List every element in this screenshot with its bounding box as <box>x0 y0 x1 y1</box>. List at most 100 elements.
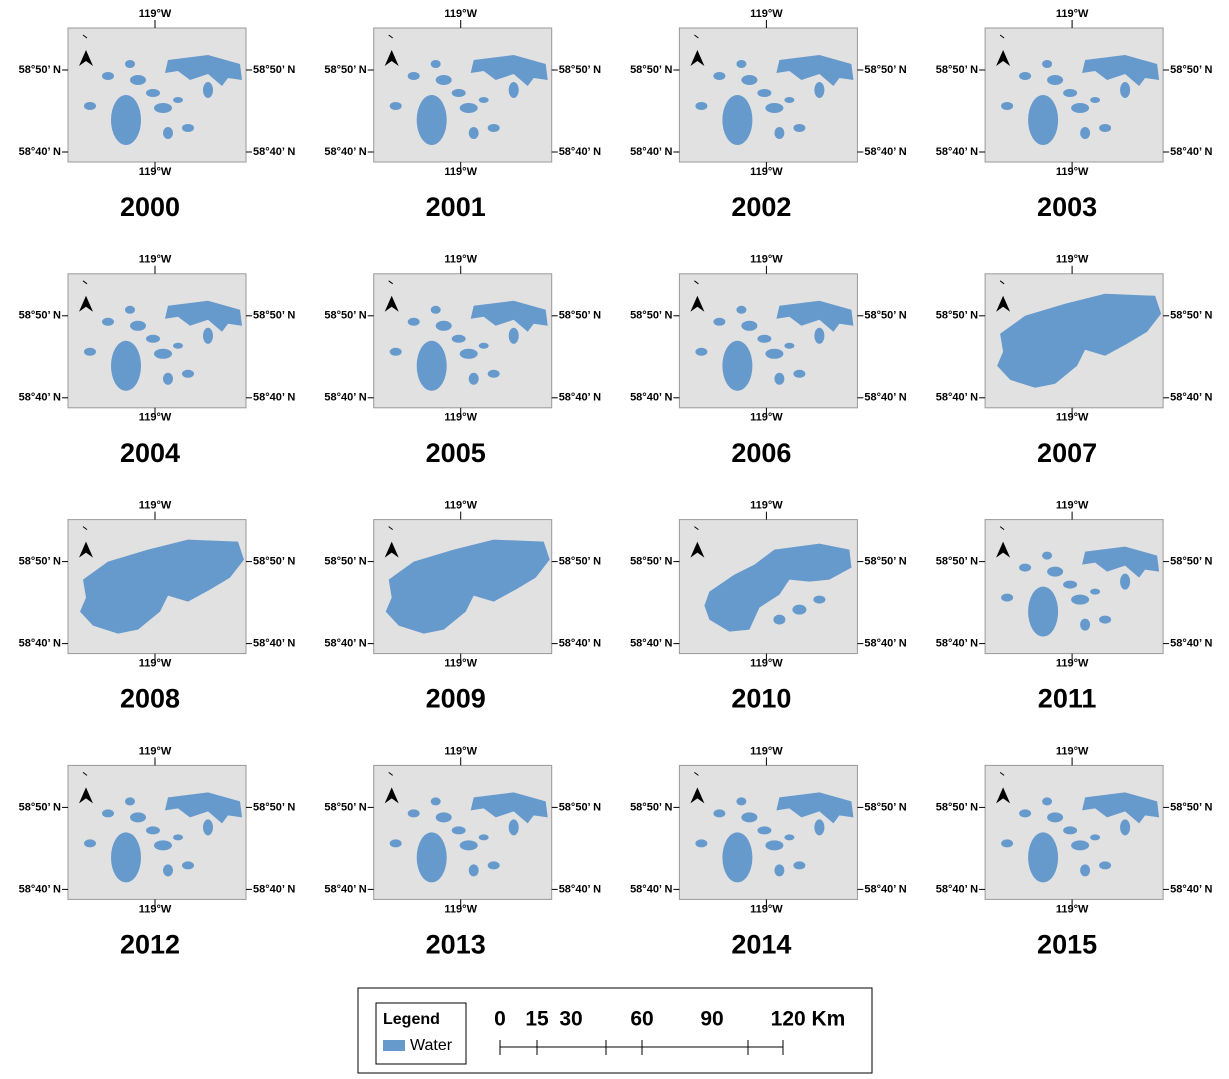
water <box>757 826 771 834</box>
water <box>741 812 757 822</box>
water <box>784 343 794 349</box>
latitude-label: 58°40’ N <box>936 392 978 404</box>
water <box>182 861 194 869</box>
latitude-label: 58°40’ N <box>1170 146 1212 158</box>
scale-label: 0 <box>494 1008 506 1031</box>
water <box>784 834 794 840</box>
latitude-label: 58°50’ N <box>253 556 295 568</box>
map-panel <box>374 520 552 654</box>
water <box>436 75 452 85</box>
water <box>1042 797 1052 805</box>
water <box>479 97 489 103</box>
water <box>390 102 402 110</box>
longitude-label: 119°W <box>139 745 172 757</box>
water <box>1120 574 1130 590</box>
water <box>793 370 805 378</box>
latitude-label: 58°40’ N <box>1170 638 1212 650</box>
water <box>111 832 141 882</box>
water <box>1071 840 1089 850</box>
water <box>111 95 141 145</box>
water <box>469 864 479 876</box>
longitude-label: 119°W <box>444 412 477 424</box>
latitude-label: 58°40’ N <box>324 638 366 650</box>
water <box>1090 589 1100 595</box>
water <box>125 306 135 314</box>
water <box>436 321 452 331</box>
longitude-label: 119°W <box>750 500 783 512</box>
latitude-label: 58°40’ N <box>864 883 906 895</box>
longitude-label: 119°W <box>139 658 172 670</box>
water <box>765 840 783 850</box>
water <box>408 809 420 817</box>
water <box>793 124 805 132</box>
latitude-label: 58°50’ N <box>19 310 61 322</box>
water <box>163 373 173 385</box>
latitude-label: 58°40’ N <box>19 146 61 158</box>
water <box>146 826 160 834</box>
year-label: 2011 <box>1038 684 1097 714</box>
water <box>695 348 707 356</box>
latitude-label: 58°50’ N <box>630 556 672 568</box>
water <box>814 328 824 344</box>
water <box>431 306 441 314</box>
water <box>1001 594 1013 602</box>
water <box>125 60 135 68</box>
water <box>713 318 725 326</box>
map-panel <box>374 28 552 162</box>
water <box>1019 564 1031 572</box>
map-panel <box>679 520 857 654</box>
water <box>146 89 160 97</box>
latitude-label: 58°50’ N <box>630 64 672 76</box>
water <box>757 335 771 343</box>
longitude-label: 119°W <box>139 8 172 20</box>
water <box>182 124 194 132</box>
latitude-label: 58°40’ N <box>1170 883 1212 895</box>
water <box>774 373 784 385</box>
water <box>792 605 806 615</box>
scale-label: 60 <box>630 1008 653 1031</box>
water <box>1047 812 1063 822</box>
latitude-label: 58°40’ N <box>253 146 295 158</box>
legend-swatch <box>383 1040 405 1051</box>
water <box>765 349 783 359</box>
latitude-label: 58°40’ N <box>253 883 295 895</box>
water <box>163 127 173 139</box>
water <box>431 797 441 805</box>
water <box>111 341 141 391</box>
latitude-label: 58°40’ N <box>253 392 295 404</box>
water <box>1090 834 1100 840</box>
water <box>1090 97 1100 103</box>
longitude-label: 119°W <box>139 412 172 424</box>
longitude-label: 119°W <box>444 500 477 512</box>
latitude-label: 58°40’ N <box>864 392 906 404</box>
latitude-label: 58°50’ N <box>864 310 906 322</box>
water <box>784 97 794 103</box>
latitude-label: 58°50’ N <box>630 310 672 322</box>
water <box>417 341 447 391</box>
longitude-label: 119°W <box>750 8 783 20</box>
latitude-label: 58°40’ N <box>936 638 978 650</box>
water <box>460 349 478 359</box>
latitude-label: 58°50’ N <box>559 310 601 322</box>
water <box>736 797 746 805</box>
water <box>452 89 466 97</box>
water <box>182 370 194 378</box>
water <box>509 82 519 98</box>
water <box>1042 552 1052 560</box>
water <box>203 819 213 835</box>
year-label: 2000 <box>120 192 180 222</box>
latitude-label: 58°50’ N <box>1170 310 1212 322</box>
latitude-label: 58°50’ N <box>864 64 906 76</box>
water <box>173 834 183 840</box>
longitude-label: 119°W <box>444 254 477 266</box>
latitude-label: 58°40’ N <box>936 146 978 158</box>
water <box>695 102 707 110</box>
water <box>173 97 183 103</box>
longitude-label: 119°W <box>139 903 172 915</box>
latitude-label: 58°40’ N <box>559 638 601 650</box>
longitude-label: 119°W <box>1056 8 1089 20</box>
scale-label: 120 Km <box>771 1008 846 1031</box>
water <box>1028 587 1058 637</box>
latitude-label: 58°40’ N <box>324 146 366 158</box>
water <box>1047 567 1063 577</box>
